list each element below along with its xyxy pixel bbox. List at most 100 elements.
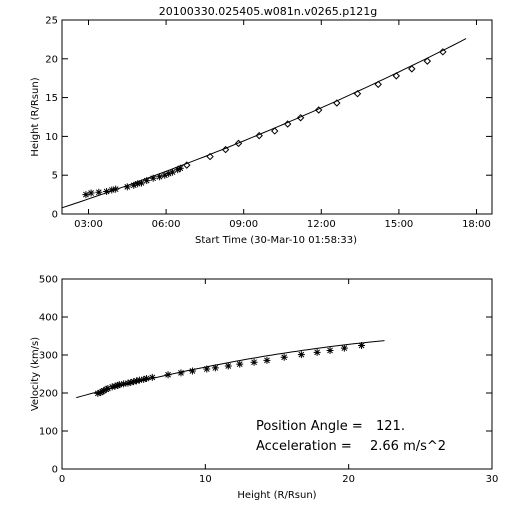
data-point-star xyxy=(297,351,305,359)
data-point-star xyxy=(174,166,182,174)
data-point-star xyxy=(140,375,148,383)
data-point-diamond xyxy=(374,80,382,89)
y-tick-label: 20 xyxy=(45,54,58,65)
data-point-star xyxy=(165,170,173,178)
data-point-star xyxy=(130,181,138,189)
y-tick-label: 5 xyxy=(52,171,58,182)
annotation-position-angle: Position Angle = 121. xyxy=(256,419,405,434)
x-tick-label: 18:00 xyxy=(462,219,491,230)
data-point-star xyxy=(263,356,271,364)
data-point-diamond xyxy=(314,106,323,114)
data-point-star xyxy=(143,375,151,383)
data-point-star xyxy=(82,191,90,199)
velocity-height-chart: 0 10 20 30 0 100 200 300 400 500 Height (R/Rsun)… xyxy=(30,275,498,502)
data-points xyxy=(94,342,366,397)
data-point-diamond xyxy=(183,161,191,169)
data-point-star xyxy=(108,383,116,391)
y-ticks: 0 5 10 15 20 25 xyxy=(45,16,492,221)
data-point-star xyxy=(100,387,108,395)
y-ticks: 0 100 200 300 400 500 xyxy=(39,275,492,476)
data-point-star xyxy=(104,384,112,392)
x-ticks: 0 10 20 30 xyxy=(59,279,499,485)
data-point-star xyxy=(133,377,141,385)
data-point-star xyxy=(161,171,169,179)
data-point-star xyxy=(326,346,334,354)
data-point-diamond xyxy=(439,48,447,56)
data-point-star xyxy=(188,367,196,375)
data-point-star xyxy=(224,362,232,370)
data-point-star xyxy=(130,378,138,386)
x-tick-label: 30 xyxy=(486,474,499,485)
annotation-label: Acceleration = xyxy=(256,439,352,454)
y-tick-label: 400 xyxy=(39,313,58,324)
data-point-star xyxy=(203,365,211,373)
annotation-acceleration: Acceleration = 2.66 m/s^2 xyxy=(256,439,446,454)
y-tick-label: 0 xyxy=(52,210,58,221)
x-ticks: 03:00 06:00 09:00 12:00 15:00 18:00 xyxy=(74,20,491,230)
data-point-diamond xyxy=(392,72,401,80)
y-tick-label: 500 xyxy=(39,275,58,286)
data-point-star xyxy=(134,180,142,188)
data-point-diamond xyxy=(423,57,432,65)
data-point-star xyxy=(169,168,177,176)
y-tick-label: 10 xyxy=(45,132,58,143)
x-tick-label: 15:00 xyxy=(384,219,413,230)
data-point-star xyxy=(127,378,135,386)
data-point-diamond xyxy=(255,131,263,140)
y-tick-label: 100 xyxy=(39,427,58,438)
data-point-diamond xyxy=(408,65,416,73)
height-time-chart: 20100330.025405.w081n.v0265.p121g 03:00 0… xyxy=(30,5,493,246)
x-axis-label: Start Time (30-Mar-10 01:58:33) xyxy=(195,235,357,246)
data-point-diamond xyxy=(206,152,214,161)
data-point-star xyxy=(138,179,146,187)
data-point-star xyxy=(143,177,151,185)
y-axis-label: Velocity (km/s) xyxy=(30,337,41,411)
data-point-star xyxy=(94,389,102,397)
data-point-star xyxy=(176,164,184,172)
x-tick-label: 03:00 xyxy=(74,219,103,230)
data-point-star xyxy=(156,173,164,181)
data-point-star xyxy=(236,360,244,368)
y-tick-label: 200 xyxy=(39,389,58,400)
data-point-star xyxy=(358,342,366,349)
y-tick-label: 25 xyxy=(45,16,58,27)
y-axis-label: Height (R/Rsun) xyxy=(30,77,41,156)
data-point-star xyxy=(120,380,128,388)
y-tick-label: 15 xyxy=(45,93,58,104)
annotation-value: 121. xyxy=(376,419,405,434)
data-point-star xyxy=(177,369,185,377)
annotation-label: Position Angle = xyxy=(256,419,363,434)
data-point-diamond xyxy=(234,139,243,148)
plot-frame xyxy=(61,19,493,215)
data-point-star xyxy=(250,358,258,366)
data-point-diamond xyxy=(296,114,305,122)
data-point-diamond xyxy=(221,145,230,154)
fit-line xyxy=(61,38,467,209)
data-point-star xyxy=(123,183,131,191)
y-tick-label: 0 xyxy=(52,465,58,476)
y-tick-label: 300 xyxy=(39,351,58,362)
data-point-star xyxy=(313,348,321,356)
data-point-star xyxy=(280,353,288,361)
data-point-star xyxy=(95,188,103,196)
data-point-star xyxy=(211,364,219,372)
chart-title: 20100330.025405.w081n.v0265.p121g xyxy=(159,5,377,18)
x-tick-label: 12:00 xyxy=(307,219,336,230)
x-tick-label: 09:00 xyxy=(229,219,258,230)
data-point-star xyxy=(340,344,348,352)
x-tick-label: 10 xyxy=(199,474,212,485)
data-point-star xyxy=(112,185,120,193)
data-point-star xyxy=(135,376,143,384)
data-point-diamond xyxy=(353,90,362,98)
data-point-diamond xyxy=(333,99,341,107)
x-tick-label: 0 xyxy=(59,474,65,485)
data-point-star xyxy=(115,381,123,389)
data-point-star xyxy=(148,373,156,381)
data-point-diamond xyxy=(283,120,292,128)
data-point-star xyxy=(103,187,111,195)
data-point-star xyxy=(108,186,116,194)
data-point-star xyxy=(149,174,157,182)
data-point-star xyxy=(164,371,172,379)
x-tick-label: 06:00 xyxy=(152,219,181,230)
